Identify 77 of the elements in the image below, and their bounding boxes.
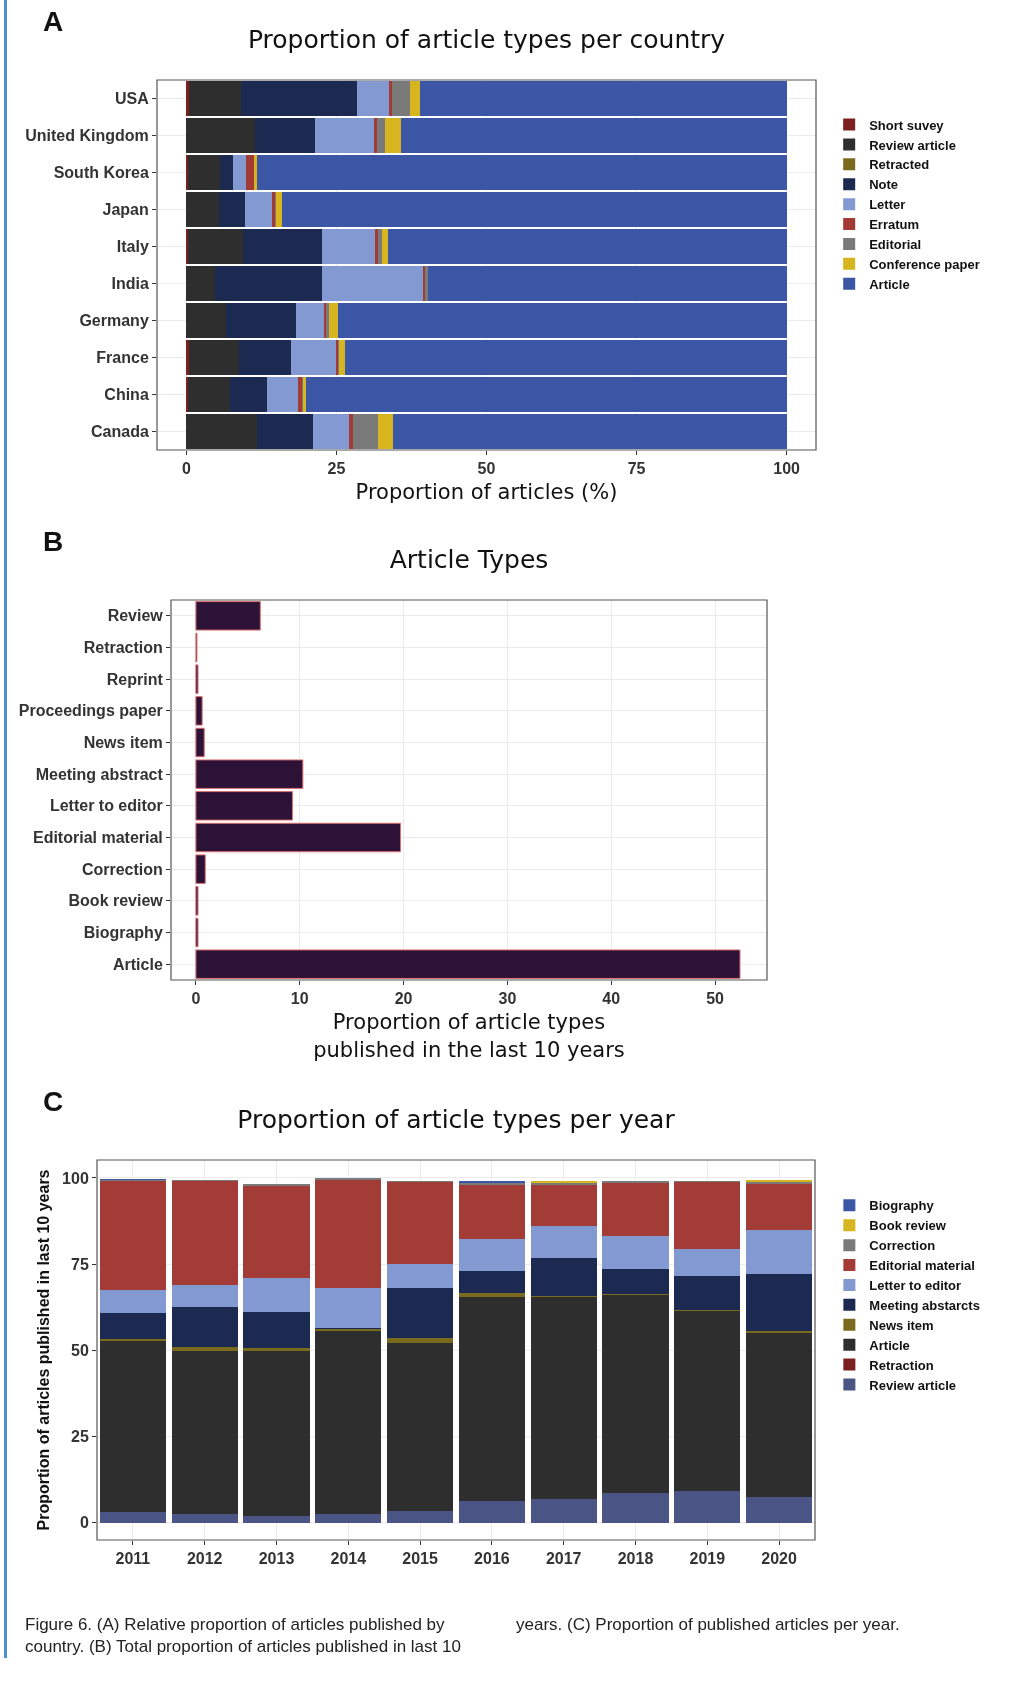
x-tick-label: 10 <box>290 990 309 1008</box>
x-tick-label: 2011 <box>115 1550 151 1568</box>
y-tick-label: Article <box>113 955 163 973</box>
y-tick-label: News item <box>83 734 163 752</box>
legend-label: Letter to editor <box>869 1278 962 1294</box>
legend-label: Editorial material <box>869 1258 975 1274</box>
legend-label: Retracted <box>869 157 930 173</box>
legend-label: Article <box>869 276 910 292</box>
y-tick-label: Review <box>107 607 164 625</box>
legend-label: Article <box>869 1337 910 1353</box>
y-tick-label: 100 <box>62 1169 89 1187</box>
y-tick-label: Book review <box>68 892 164 910</box>
y-tick-label: India <box>111 275 149 293</box>
x-tick-label: 30 <box>498 990 517 1008</box>
y-tick-label: Correction <box>81 860 163 878</box>
x-tick-label: 75 <box>627 460 646 478</box>
y-tick-label: Reprint <box>106 670 164 688</box>
text: Figure 6. (A) Relative proportion of articles published by country. (B) Total proportion of articles published in last 10 years. (C) Proportion of published articles per year. <box>25 1615 900 1657</box>
x-tick-label: 25 <box>327 460 346 478</box>
x-axis-title: Proportion of article types published in the last 10 years <box>313 1010 625 1062</box>
y-tick-label: 25 <box>71 1428 89 1446</box>
chart-title: Proportion of article types per country <box>247 24 726 54</box>
text: B <box>43 526 65 557</box>
text: A <box>43 6 65 37</box>
y-tick-label: 75 <box>71 1255 89 1273</box>
legend-label: Editorial <box>869 237 922 253</box>
chart-title: Article Types <box>389 544 549 574</box>
x-tick-label: 2017 <box>545 1550 582 1568</box>
x-tick-label: 2013 <box>258 1550 295 1568</box>
y-tick-label: Meeting abstract <box>35 765 164 783</box>
legend-label: Biography <box>869 1198 935 1214</box>
x-tick-label: 50 <box>477 460 496 478</box>
legend-label: Review article <box>869 1377 957 1393</box>
legend-label: Note <box>869 177 899 193</box>
x-tick-label: 2016 <box>474 1550 510 1568</box>
y-tick-label: Biography <box>83 924 163 942</box>
x-axis-title: Proportion of articles (%) <box>355 480 618 505</box>
x-tick-label: 2019 <box>689 1550 726 1568</box>
y-tick-label: Japan <box>102 201 149 219</box>
x-tick-label: 40 <box>602 990 621 1008</box>
x-tick-label: 2014 <box>330 1550 367 1568</box>
y-tick-label: 0 <box>79 1514 89 1532</box>
legend-label: Meeting abstarcts <box>869 1297 980 1313</box>
x-tick-label: 0 <box>191 990 201 1008</box>
y-tick-label: United Kingdom <box>25 127 149 145</box>
x-tick-label: 50 <box>706 990 725 1008</box>
x-tick-label: 2015 <box>402 1550 438 1568</box>
x-tick-label: 0 <box>181 460 191 478</box>
x-tick-label: 20 <box>394 990 413 1008</box>
x-tick-label: 100 <box>773 460 801 478</box>
y-tick-label: South Korea <box>53 164 149 182</box>
y-tick-label: China <box>104 386 149 404</box>
x-tick-label: 2012 <box>186 1550 223 1568</box>
chart-title: Proportion of article types per year <box>237 1104 676 1134</box>
text: C <box>43 1086 65 1117</box>
legend-label: Conference paper <box>869 256 980 272</box>
x-tick-label: 2020 <box>761 1550 797 1568</box>
y-tick-label: USA <box>115 90 150 108</box>
y-tick-label: Letter to editor <box>49 797 163 815</box>
y-tick-label: Canada <box>91 423 149 441</box>
y-tick-label: France <box>96 349 149 367</box>
legend-label: Review article <box>869 137 956 153</box>
y-tick-label: Editorial material <box>32 829 163 847</box>
legend-label: Short suvey <box>869 117 945 133</box>
y-tick-label: Italy <box>116 238 149 256</box>
legend-label: Letter <box>869 197 906 213</box>
y-tick-label: Proceedings paper <box>18 702 163 720</box>
x-tick-label: 2018 <box>617 1550 654 1568</box>
legend-label: Erratum <box>869 217 920 233</box>
legend-label: Retraction <box>869 1357 934 1373</box>
y-tick-label: Germany <box>79 312 149 330</box>
y-axis-title: Proportion of articles published in last 10 years <box>35 1169 52 1531</box>
legend-label: Book review <box>869 1218 947 1234</box>
y-tick-label: 50 <box>71 1341 89 1359</box>
legend-label: Correction <box>869 1238 936 1254</box>
legend-label: News item <box>869 1317 934 1333</box>
y-tick-label: Retraction <box>83 639 163 657</box>
